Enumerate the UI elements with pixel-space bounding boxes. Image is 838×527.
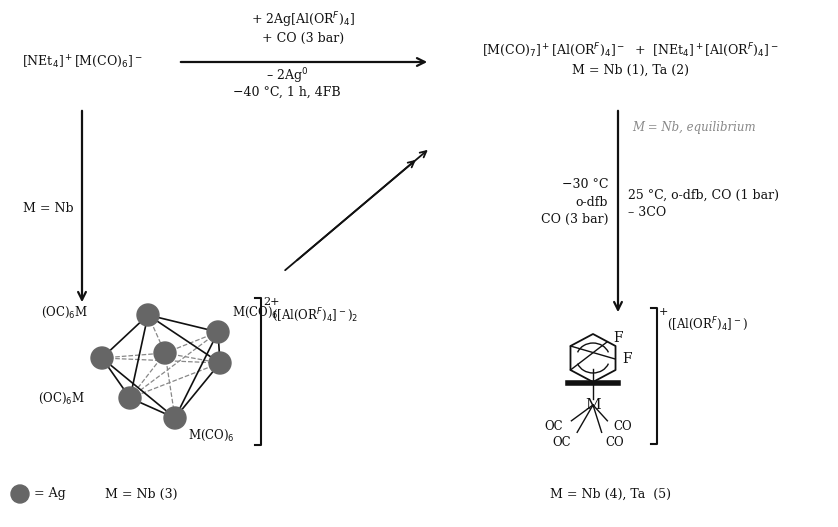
Circle shape	[11, 485, 29, 503]
Text: M(CO)$_6$: M(CO)$_6$	[232, 305, 279, 319]
Text: [M(CO)$_7$]$^+$[Al(OR$^F$)$_4$]$^-$  +  [NEt$_4$]$^+$[Al(OR$^F$)$_4$]$^-$: [M(CO)$_7$]$^+$[Al(OR$^F$)$_4$]$^-$ + [N…	[482, 41, 779, 59]
Circle shape	[119, 387, 141, 409]
Text: CO: CO	[613, 421, 632, 434]
Text: + 2Ag[Al(OR$^F$)$_4$]: + 2Ag[Al(OR$^F$)$_4$]	[251, 10, 355, 30]
Text: F: F	[613, 331, 623, 345]
Text: [NEt$_4$]$^+$[M(CO)$_6$]$^-$: [NEt$_4$]$^+$[M(CO)$_6$]$^-$	[22, 54, 142, 70]
Text: (OC)$_6$M: (OC)$_6$M	[38, 391, 85, 406]
Text: M = Nb, equilibrium: M = Nb, equilibrium	[632, 122, 756, 134]
Text: M = Nb (3): M = Nb (3)	[105, 487, 178, 501]
Text: OC: OC	[552, 436, 571, 450]
Text: CO: CO	[605, 436, 623, 450]
Text: M = Nb: M = Nb	[23, 201, 73, 214]
Circle shape	[137, 304, 159, 326]
Text: M = Nb (1), Ta (2): M = Nb (1), Ta (2)	[572, 63, 689, 76]
Text: −40 °C, 1 h, 4FB: −40 °C, 1 h, 4FB	[233, 85, 341, 99]
Text: M: M	[585, 398, 601, 412]
Circle shape	[91, 347, 113, 369]
Text: OC: OC	[545, 421, 563, 434]
Circle shape	[154, 342, 176, 364]
Text: + CO (3 bar): + CO (3 bar)	[262, 32, 344, 44]
Circle shape	[207, 321, 229, 343]
Text: CO (3 bar): CO (3 bar)	[541, 212, 608, 226]
Text: M = Nb (4), Ta  (5): M = Nb (4), Ta (5)	[550, 487, 670, 501]
Text: ([Al(OR$^F$)$_4$]$^-$): ([Al(OR$^F$)$_4$]$^-$)	[667, 315, 747, 333]
Text: ([Al(OR$^F$)$_4$]$^-$)$_2$: ([Al(OR$^F$)$_4$]$^-$)$_2$	[272, 306, 359, 324]
Text: = Ag: = Ag	[34, 487, 65, 501]
Text: o-dfb: o-dfb	[576, 196, 608, 209]
Text: −30 °C: −30 °C	[561, 179, 608, 191]
Text: – 2Ag$^0$: – 2Ag$^0$	[266, 66, 308, 86]
Text: +: +	[659, 307, 669, 317]
Text: M(CO)$_6$: M(CO)$_6$	[188, 427, 235, 443]
Text: 25 °C, o-dfb, CO (1 bar): 25 °C, o-dfb, CO (1 bar)	[628, 189, 779, 201]
Circle shape	[209, 352, 231, 374]
Text: 2+: 2+	[263, 297, 280, 307]
Text: – 3CO: – 3CO	[628, 206, 666, 219]
Circle shape	[164, 407, 186, 429]
Text: (OC)$_6$M: (OC)$_6$M	[41, 305, 88, 319]
Text: F: F	[622, 352, 632, 366]
